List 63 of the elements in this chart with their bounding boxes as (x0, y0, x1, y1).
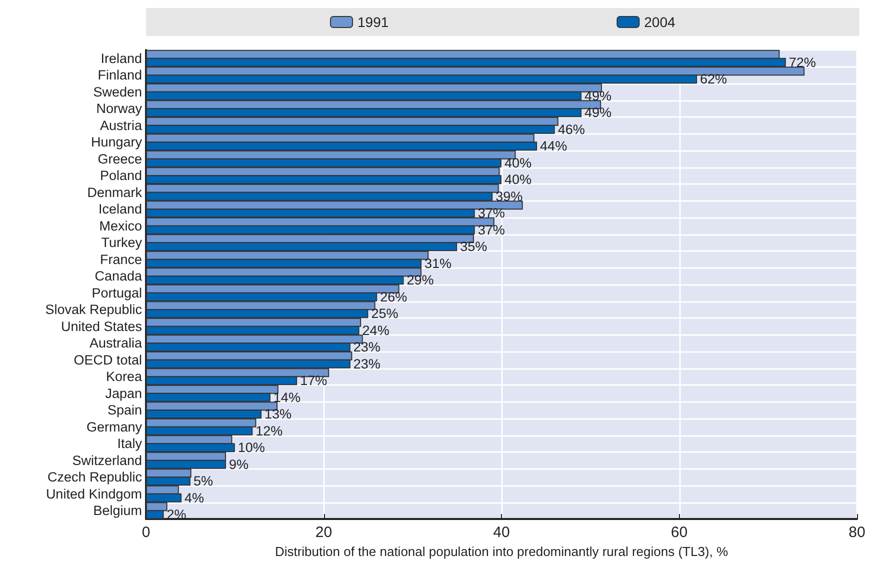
y-tick-label: Greece (98, 151, 142, 166)
data-label: 31% (424, 256, 452, 271)
data-label: 40% (504, 155, 532, 170)
data-label: 49% (584, 88, 612, 104)
x-tick-label: 20 (315, 524, 332, 541)
y-tick-label: OECD total (74, 352, 142, 368)
data-label: 29% (406, 272, 434, 288)
y-tick-label: Japan (105, 386, 142, 401)
y-tick-label: United Kindgom (46, 486, 142, 502)
data-label: 35% (460, 239, 488, 254)
y-tick-label: Australia (89, 336, 142, 351)
data-label: 46% (558, 122, 585, 137)
y-tick-label: Ireland (100, 50, 142, 66)
x-tick-label: 0 (142, 524, 150, 541)
y-tick-label: Turkey (101, 235, 142, 250)
data-label: 49% (584, 105, 612, 120)
y-tick-label: Iceland (98, 202, 142, 217)
y-tick-label: Portugal (92, 285, 142, 300)
y-tick-label: Czech Republic (47, 470, 142, 485)
y-tick-label: Korea (106, 369, 142, 384)
y-tick-label: Spain (107, 402, 142, 418)
data-label: 10% (238, 440, 265, 456)
data-label: 72% (788, 54, 816, 70)
legend-label: 2004 (644, 14, 676, 30)
y-tick-label: Canada (94, 268, 142, 284)
x-tick-label: 80 (848, 524, 866, 541)
y-tick-label: Germany (86, 419, 142, 434)
x-tick-label: 60 (670, 524, 688, 541)
y-tick-label: Switzerland (72, 452, 142, 468)
data-label: 9% (228, 456, 249, 472)
data-label: 23% (353, 340, 380, 355)
legend-label: 1991 (358, 14, 389, 30)
y-tick-label: Denmark (87, 184, 142, 200)
y-tick-label: Slovak Republic (45, 302, 142, 318)
data-label: 5% (193, 474, 213, 489)
data-label: 37% (478, 222, 505, 238)
data-label: 44% (540, 138, 568, 154)
data-label: 40% (504, 172, 532, 188)
data-label: 37% (478, 206, 505, 221)
y-tick-label: France (100, 252, 142, 267)
x-tick-label: 40 (493, 524, 510, 541)
data-label: 26% (380, 289, 408, 304)
y-tick-label: Poland (100, 168, 142, 184)
data-label: 17% (300, 373, 328, 388)
y-tick-label: Finland (98, 68, 142, 83)
data-label: 24% (362, 322, 390, 338)
data-label: 14% (273, 390, 300, 405)
y-tick-label: United States (60, 318, 142, 334)
data-label: 25% (371, 306, 398, 322)
data-label: 23% (353, 356, 380, 372)
y-tick-label: Hungary (90, 134, 142, 150)
data-label: 62% (700, 72, 728, 87)
data-label: 12% (256, 423, 283, 438)
y-tick-label: Norway (96, 101, 142, 116)
y-tick-label: Mexico (99, 218, 142, 234)
y-tick-label: Italy (117, 436, 142, 452)
x-axis-title: Distribution of the national population into predominantly rural regions (TL3), % (274, 544, 728, 559)
data-label: 4% (184, 490, 204, 506)
y-tick-label: Austria (100, 118, 142, 133)
y-tick-label: Sweden (93, 84, 142, 100)
data-label: 39% (496, 188, 523, 204)
data-label: 13% (264, 406, 292, 422)
y-tick-label: Belgium (93, 503, 142, 518)
